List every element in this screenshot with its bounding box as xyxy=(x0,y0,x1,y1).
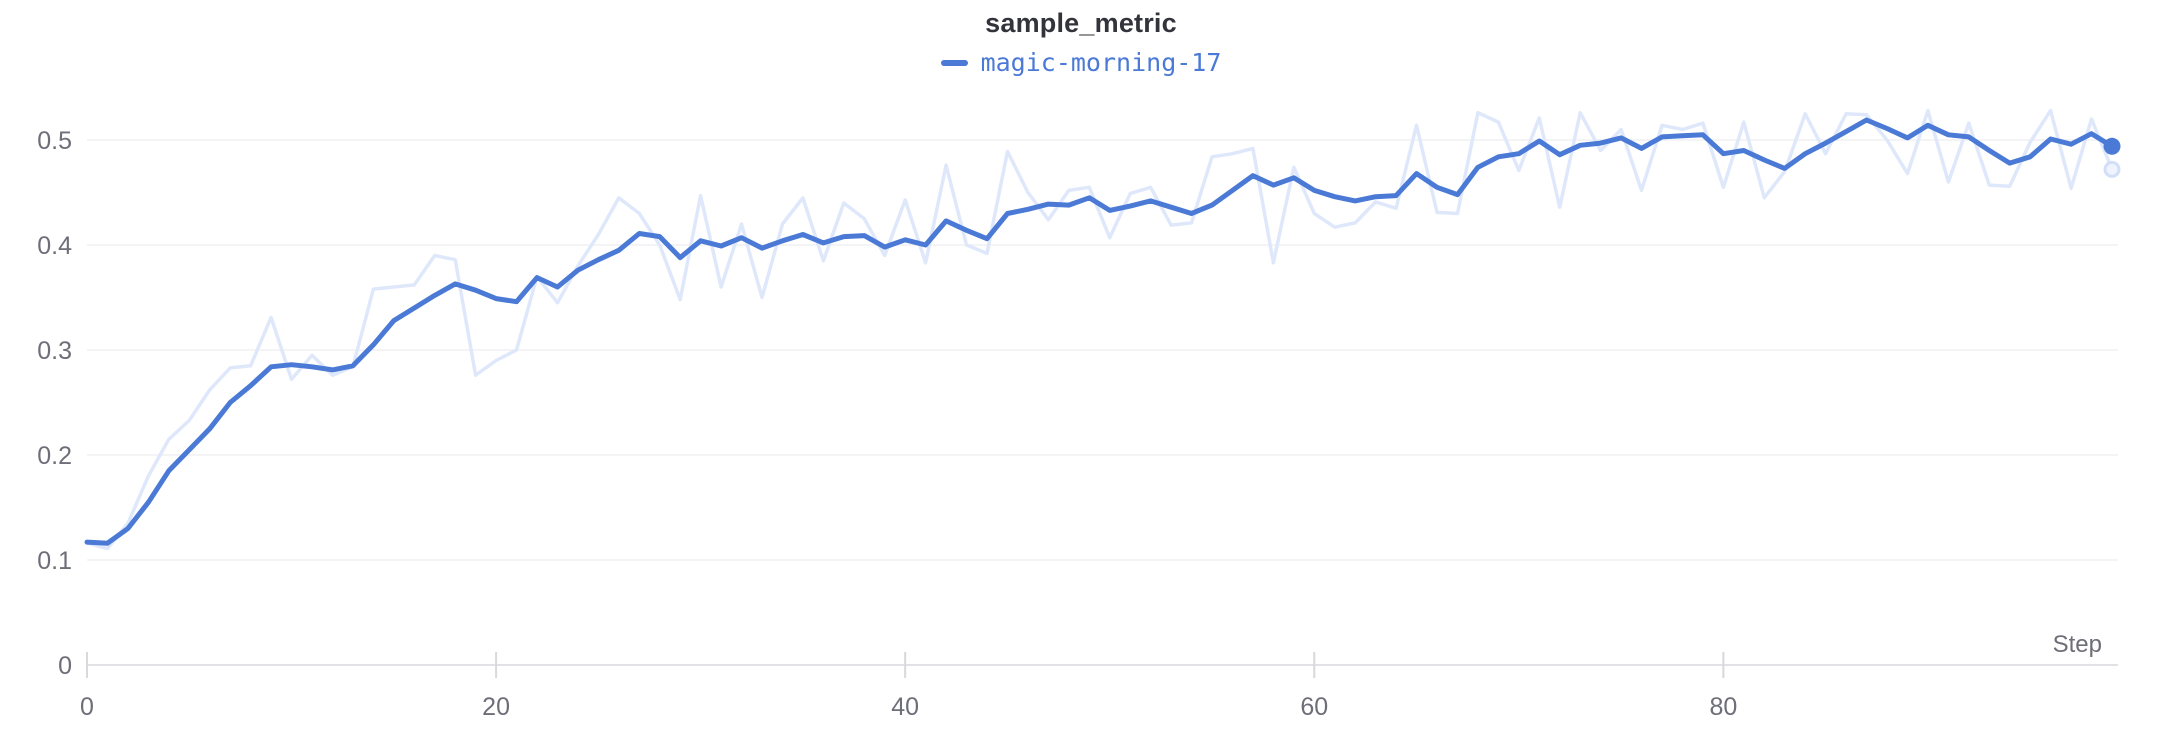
x-tick-label-0: 0 xyxy=(80,693,94,721)
x-tick-label-60: 60 xyxy=(1300,693,1328,721)
series-line-smoothed xyxy=(84,117,2115,546)
legend: magic-morning-17 xyxy=(940,48,1222,77)
x-tick-label-20: 20 xyxy=(482,693,510,721)
legend-line-swatch-icon xyxy=(940,59,968,66)
legend-run-name: magic-morning-17 xyxy=(980,48,1222,77)
y-tick-label-0.1: 0.1 xyxy=(37,547,72,575)
y-tick-label-0: 0 xyxy=(58,652,72,680)
legend-item[interactable]: magic-morning-17 xyxy=(940,48,1222,77)
series-line-raw-unsmoothed xyxy=(85,108,2114,551)
y-tick-label-0.3: 0.3 xyxy=(37,337,72,365)
x-tick-label-80: 80 xyxy=(1709,693,1737,721)
x-axis-title: Step xyxy=(2053,631,2102,658)
y-tick-label-0.2: 0.2 xyxy=(37,442,72,470)
y-tick-label-0.4: 0.4 xyxy=(37,232,72,260)
smoothed-series-end-dot xyxy=(2103,137,2121,155)
y-tick-label-0.5: 0.5 xyxy=(37,127,72,155)
x-tick-label-40: 40 xyxy=(891,693,919,721)
raw-series-end-dot xyxy=(2103,160,2121,178)
